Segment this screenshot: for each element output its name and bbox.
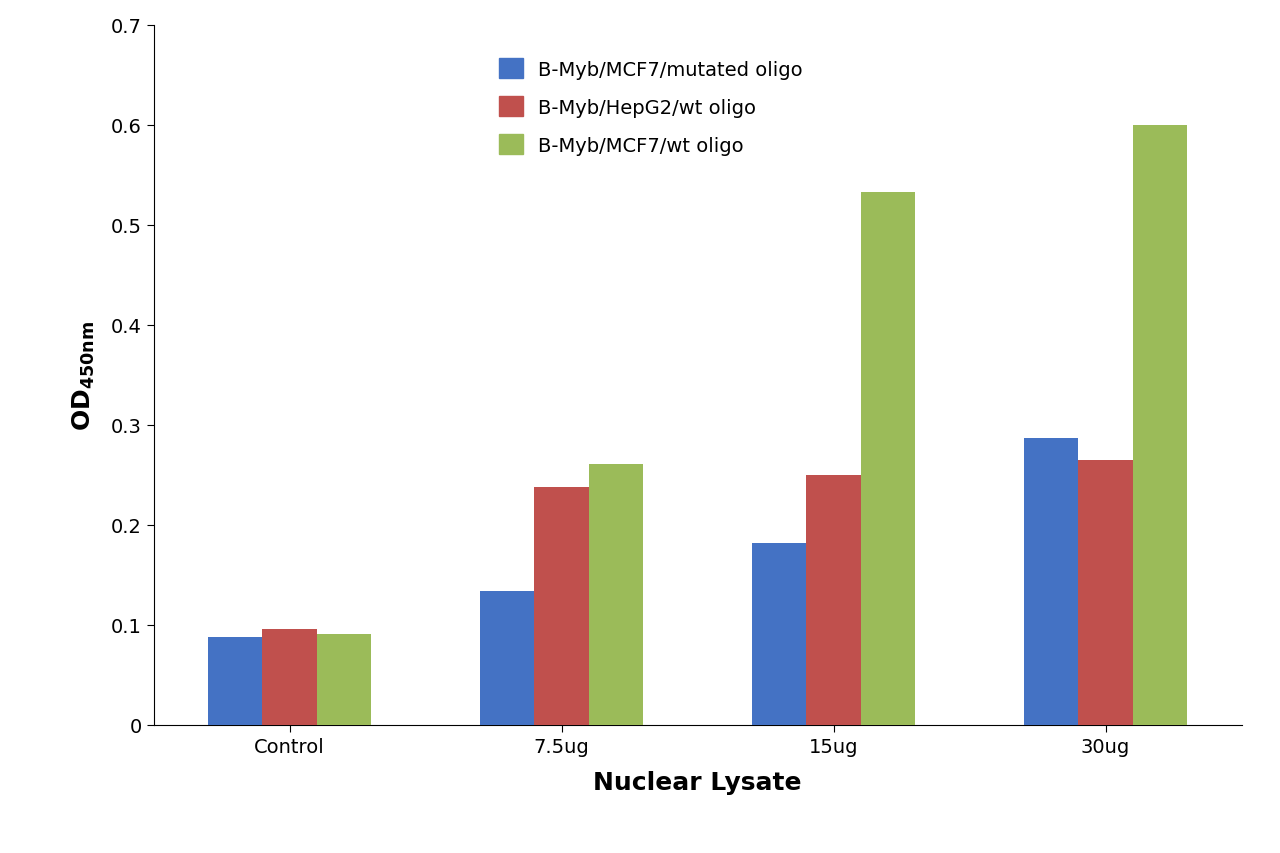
Bar [317, 634, 371, 725]
Bar [207, 637, 262, 725]
Bar [589, 464, 643, 725]
Bar [1133, 125, 1188, 725]
Y-axis label: OD$_{\mathregular{450nm}}$: OD$_{\mathregular{450nm}}$ [70, 321, 97, 430]
Bar [1024, 438, 1079, 725]
Bar [1079, 461, 1133, 725]
Legend: B-Myb/MCF7/mutated oligo, B-Myb/HepG2/wt oligo, B-Myb/MCF7/wt oligo: B-Myb/MCF7/mutated oligo, B-Myb/HepG2/wt… [490, 49, 813, 165]
Bar [861, 193, 915, 725]
Bar [262, 630, 317, 725]
Bar [806, 475, 861, 725]
Bar [480, 591, 535, 725]
Bar [753, 543, 806, 725]
X-axis label: Nuclear Lysate: Nuclear Lysate [594, 769, 801, 793]
Bar [535, 487, 589, 725]
